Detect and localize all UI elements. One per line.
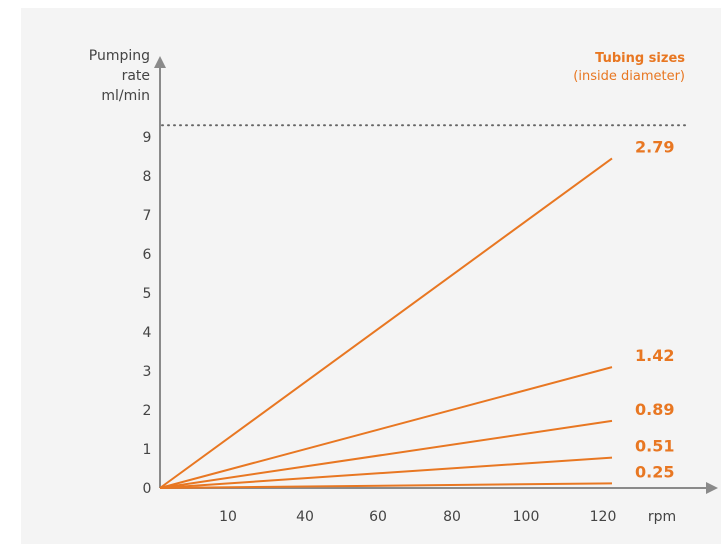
series-line-0-89 <box>159 419 613 489</box>
y-tick-label: 0 <box>143 481 152 497</box>
y-tick-label: 9 <box>143 130 152 146</box>
series-line-0-51 <box>159 456 613 489</box>
series-line-0-25 <box>159 482 613 489</box>
series-label-0-25: 0.25 <box>635 462 674 481</box>
legend-subtitle: (inside diameter) <box>573 69 685 84</box>
y-tick-label: 7 <box>143 208 152 224</box>
x-tick-label: 80 <box>443 509 461 525</box>
y-axis-title-line-1: Pumping <box>89 48 150 64</box>
x-tick-label: 40 <box>296 509 314 525</box>
x-tick-label: 120 <box>590 509 617 525</box>
y-tick-label: 5 <box>143 286 152 302</box>
y-tick-label: 3 <box>143 364 152 380</box>
y-tick-label: 6 <box>143 247 152 263</box>
series-label-0-89: 0.89 <box>635 400 674 419</box>
chart-panel <box>21 8 721 544</box>
series-label-0-51: 0.51 <box>635 437 674 456</box>
x-axis-title: rpm <box>648 509 676 525</box>
y-axis-title-line-2: rate <box>122 68 150 84</box>
x-tick-label: 10 <box>219 509 237 525</box>
y-tick-label: 8 <box>143 169 152 185</box>
y-tick-label: 2 <box>143 403 152 419</box>
legend-title: Tubing sizes <box>595 51 685 66</box>
y-axis-title-line-3: ml/min <box>101 88 150 104</box>
y-tick-label: 4 <box>143 325 152 341</box>
series-label-2-79: 2.79 <box>635 137 674 156</box>
series-label-1-42: 1.42 <box>635 346 674 365</box>
y-tick-label: 1 <box>143 442 152 458</box>
x-tick-label: 100 <box>513 509 540 525</box>
series-line-1-42 <box>159 366 613 489</box>
series-line-2-79 <box>159 157 613 489</box>
x-tick-label: 60 <box>369 509 387 525</box>
